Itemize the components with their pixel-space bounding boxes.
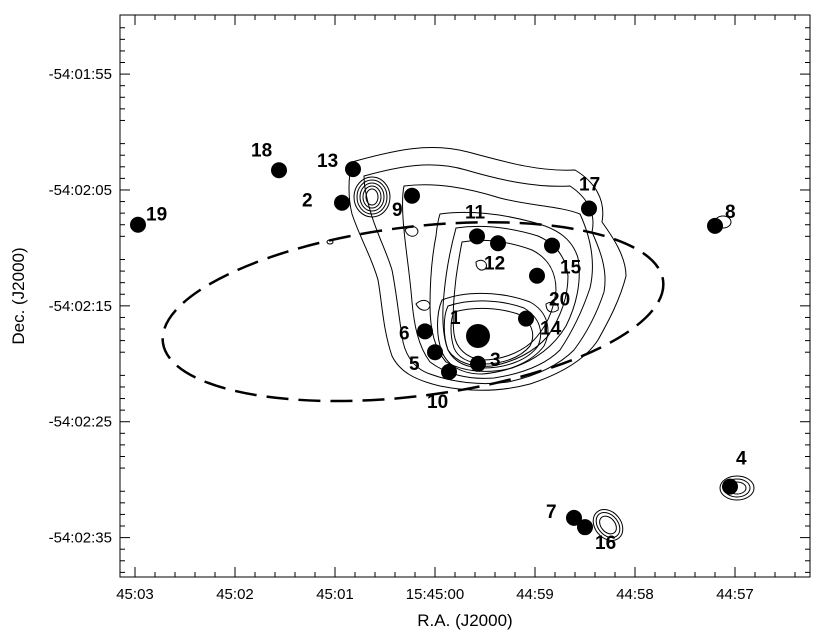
source-label-13: 13	[317, 151, 338, 172]
source-marker-17	[581, 200, 597, 217]
x-tick-label: 45:02	[216, 586, 254, 603]
plot-frame	[119, 14, 811, 578]
source-marker-14	[518, 310, 534, 327]
y-tick-label: -54:02:15	[49, 298, 112, 315]
y-tick-label: -54:02:25	[49, 414, 112, 431]
source-label-4: 4	[736, 449, 747, 470]
source-label-7: 7	[546, 502, 557, 523]
y-tick-label: -54:01:55	[49, 66, 112, 83]
source-marker-13	[345, 161, 361, 178]
source-label-5: 5	[409, 354, 420, 375]
source-marker-10	[441, 363, 457, 380]
x-tick-label: 44:57	[716, 586, 754, 603]
source-markers	[130, 161, 738, 536]
y-tick-label: -54:02:05	[49, 182, 112, 199]
x-tick-label: 44:59	[516, 586, 554, 603]
source-label-11: 11	[465, 202, 486, 223]
source-marker-7	[566, 509, 582, 526]
y-axis-title: Dec. (J2000)	[9, 247, 28, 344]
x-tick-labels: 45:03 45:02 45:01 15:45:00 44:59 44:58 44:57	[116, 586, 754, 603]
source-marker-1	[466, 323, 490, 348]
source-label-12: 12	[484, 253, 505, 274]
source-label-6: 6	[399, 323, 410, 344]
source-label-8: 8	[725, 202, 736, 223]
source-marker-12	[490, 235, 506, 252]
source-label-10: 10	[427, 392, 448, 413]
source-marker-19	[130, 216, 146, 233]
x-tick-label: 15:45:00	[406, 586, 464, 603]
source-label-2: 2	[302, 191, 313, 212]
source-label-20: 20	[549, 290, 570, 311]
x-tick-label: 44:58	[616, 586, 654, 603]
source-label-16: 16	[595, 533, 616, 554]
source-marker-5	[427, 344, 443, 361]
source-marker-11	[469, 228, 485, 245]
source-marker-8	[707, 217, 723, 234]
source-marker-16	[577, 519, 593, 536]
source-marker-6	[417, 323, 433, 340]
dashed-ellipse	[161, 220, 665, 403]
x-tick-label: 45:03	[116, 586, 154, 603]
source-label-3: 3	[490, 350, 501, 371]
source-label-17: 17	[579, 175, 600, 196]
source-marker-4	[722, 478, 738, 495]
source-label-19: 19	[146, 205, 167, 226]
source-marker-20	[529, 267, 545, 284]
source-label-9: 9	[392, 200, 403, 221]
source-label-18: 18	[251, 140, 272, 161]
x-tick-label: 45:01	[316, 586, 354, 603]
source-label-1: 1	[450, 308, 461, 329]
source-marker-2	[334, 194, 350, 211]
source-marker-9	[404, 187, 420, 204]
x-axis-title: R.A. (J2000)	[417, 611, 512, 630]
axis-ticks	[120, 15, 810, 577]
source-label-14: 14	[540, 319, 562, 340]
y-tick-label: -54:02:35	[49, 530, 112, 547]
y-tick-labels: -54:01:55 -54:02:05 -54:02:15 -54:02:25 -54:…	[49, 66, 112, 547]
source-marker-15	[544, 237, 560, 254]
source-marker-18	[271, 162, 287, 179]
source-marker-3	[470, 355, 486, 372]
source-label-15: 15	[560, 258, 582, 279]
